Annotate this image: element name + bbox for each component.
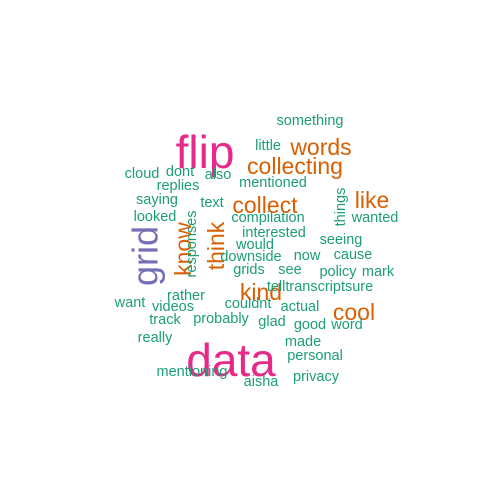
word-mark: mark bbox=[362, 264, 395, 280]
word-mentioned: mentioned bbox=[239, 175, 307, 191]
word-replies: replies bbox=[157, 178, 200, 194]
word-collect: collect bbox=[232, 192, 298, 218]
word-see: see bbox=[278, 262, 301, 278]
word-responses: responses bbox=[184, 211, 200, 278]
word-mentioning: mentioning bbox=[157, 364, 228, 380]
word-couldnt: couldnt bbox=[225, 296, 272, 312]
word-downside: downside bbox=[220, 249, 281, 265]
word-like: like bbox=[355, 187, 390, 213]
word-dont: dont bbox=[166, 164, 194, 180]
word-telltranscriptsure: telltranscriptsure bbox=[267, 279, 373, 295]
word-personal: personal bbox=[287, 348, 343, 364]
word-policy: policy bbox=[319, 264, 357, 280]
word-wanted: wanted bbox=[351, 210, 399, 226]
word-words: words bbox=[289, 134, 351, 160]
word-compilation: compilation bbox=[231, 210, 304, 226]
word-word: word bbox=[330, 317, 362, 333]
word-think: think bbox=[203, 221, 229, 270]
word-want: want bbox=[114, 295, 146, 311]
word-glad: glad bbox=[258, 314, 285, 330]
word-things: things bbox=[333, 188, 349, 227]
word-saying: saying bbox=[136, 192, 178, 208]
word-videos: videos bbox=[152, 299, 194, 315]
word-text: text bbox=[200, 195, 223, 211]
word-cloud: cloud bbox=[125, 166, 160, 182]
word-also: also bbox=[205, 167, 232, 183]
word-collecting: collecting bbox=[247, 153, 343, 179]
word-interested: interested bbox=[242, 225, 306, 241]
word-would: would bbox=[235, 237, 274, 253]
word-rather: rather bbox=[167, 288, 205, 304]
word-probably: probably bbox=[193, 311, 249, 327]
word-flip: flip bbox=[176, 126, 235, 178]
word-now: now bbox=[294, 248, 321, 264]
word-grids: grids bbox=[233, 262, 264, 278]
word-little: little bbox=[255, 138, 281, 154]
word-privacy: privacy bbox=[293, 369, 340, 385]
word-really: really bbox=[138, 330, 173, 346]
word-kind: kind bbox=[240, 279, 282, 305]
word-track: track bbox=[149, 312, 181, 328]
word-cause: cause bbox=[334, 247, 373, 263]
word-good: good bbox=[294, 317, 326, 333]
word-know: know bbox=[170, 222, 196, 276]
word-cool: cool bbox=[333, 299, 375, 325]
word-grid: grid bbox=[125, 226, 166, 286]
word-made: made bbox=[285, 334, 321, 350]
word-looked: looked bbox=[134, 209, 177, 225]
word-aisha: aisha bbox=[244, 374, 280, 390]
word-seeing: seeing bbox=[320, 232, 363, 248]
word-data: data bbox=[186, 334, 276, 386]
word-something: something bbox=[277, 113, 344, 129]
word-actual: actual bbox=[281, 299, 320, 315]
